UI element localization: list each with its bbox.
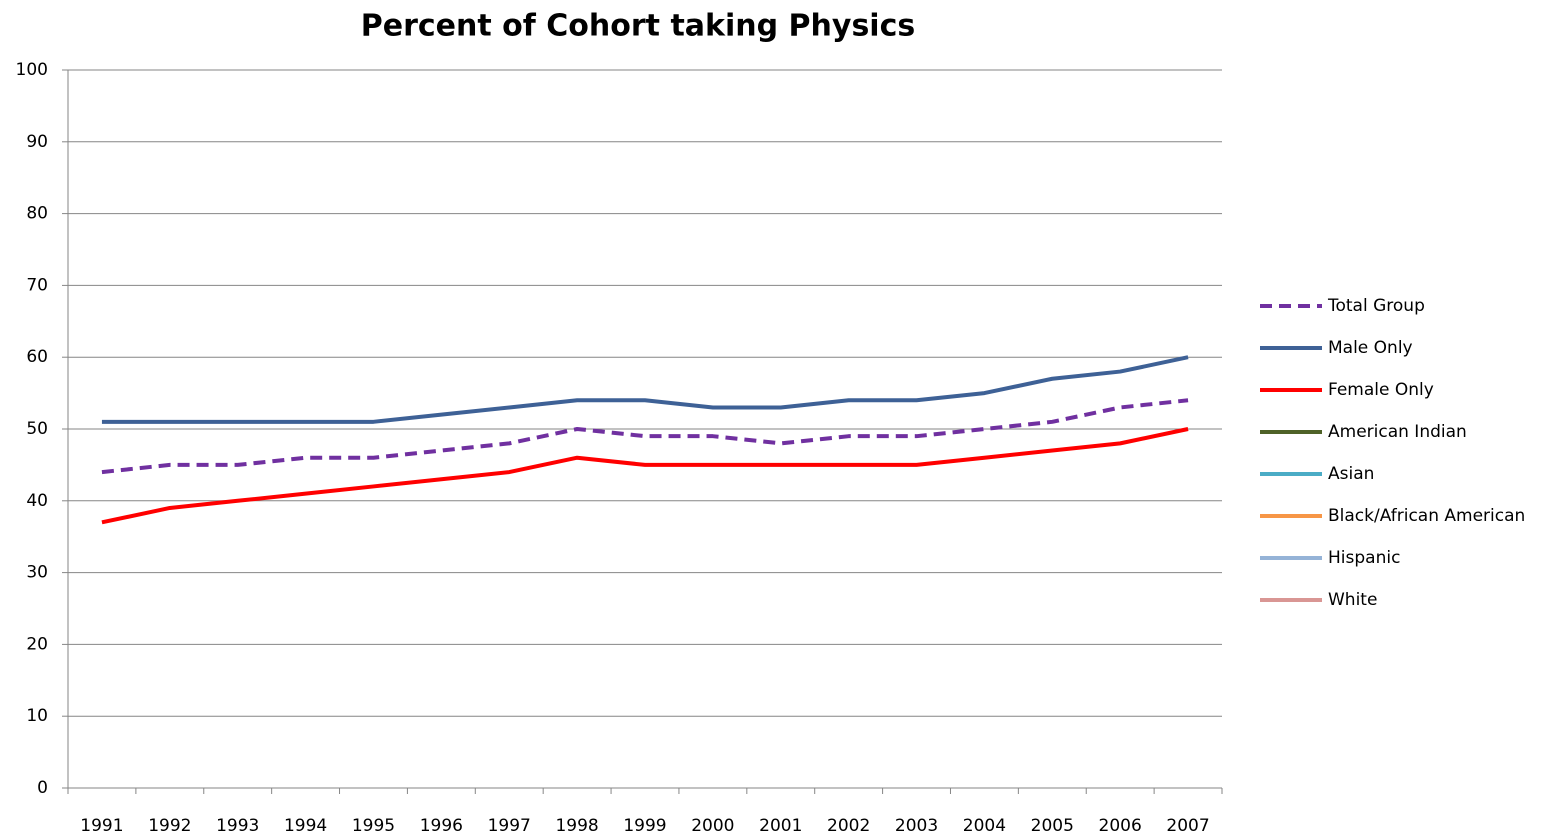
y-tick-label: 40 [26, 491, 48, 511]
x-tick-label: 1997 [488, 816, 531, 836]
legend-label: Male Only [1328, 338, 1413, 358]
y-tick-label: 80 [26, 204, 48, 224]
x-tick-label: 1995 [352, 816, 395, 836]
legend-label: Total Group [1327, 296, 1425, 316]
series-line [101, 398, 1189, 475]
y-tick-label: 30 [26, 563, 48, 583]
x-tick-label: 2001 [759, 816, 802, 836]
y-tick-label: 10 [26, 706, 48, 726]
legend-label: White [1328, 590, 1377, 610]
x-tick-label: 1992 [148, 816, 191, 836]
y-tick-label: 0 [37, 778, 48, 798]
x-tick-label: 1998 [555, 816, 598, 836]
x-tick-label: 1991 [80, 816, 123, 836]
y-tick-label: 90 [26, 132, 48, 152]
x-tick-label: 2004 [963, 816, 1006, 836]
x-tick-label: 2000 [691, 816, 734, 836]
y-tick-label: 70 [26, 275, 48, 295]
x-tick-label: 2002 [827, 816, 870, 836]
x-tick-label: 1996 [420, 816, 463, 836]
legend-label: American Indian [1328, 422, 1467, 442]
x-tick-label: 1999 [623, 816, 666, 836]
legend-label: Hispanic [1328, 548, 1400, 568]
legend-label: Asian [1328, 464, 1374, 484]
y-tick-label: 20 [26, 634, 48, 654]
series-line [101, 355, 1189, 424]
x-tick-label: 2007 [1166, 816, 1209, 836]
series-line [101, 427, 1189, 525]
legend-label: Black/African American [1328, 506, 1525, 526]
y-tick-label: 50 [26, 419, 48, 439]
x-tick-label: 1993 [216, 816, 259, 836]
y-tick-label: 60 [26, 347, 48, 367]
x-tick-label: 2006 [1099, 816, 1142, 836]
x-tick-label: 2005 [1031, 816, 1074, 836]
legend-label: Female Only [1328, 380, 1434, 400]
x-tick-label: 2003 [895, 816, 938, 836]
chart-title: Percent of Cohort taking Physics [361, 9, 915, 44]
y-tick-label: 100 [16, 60, 48, 80]
x-tick-label: 1994 [284, 816, 327, 836]
